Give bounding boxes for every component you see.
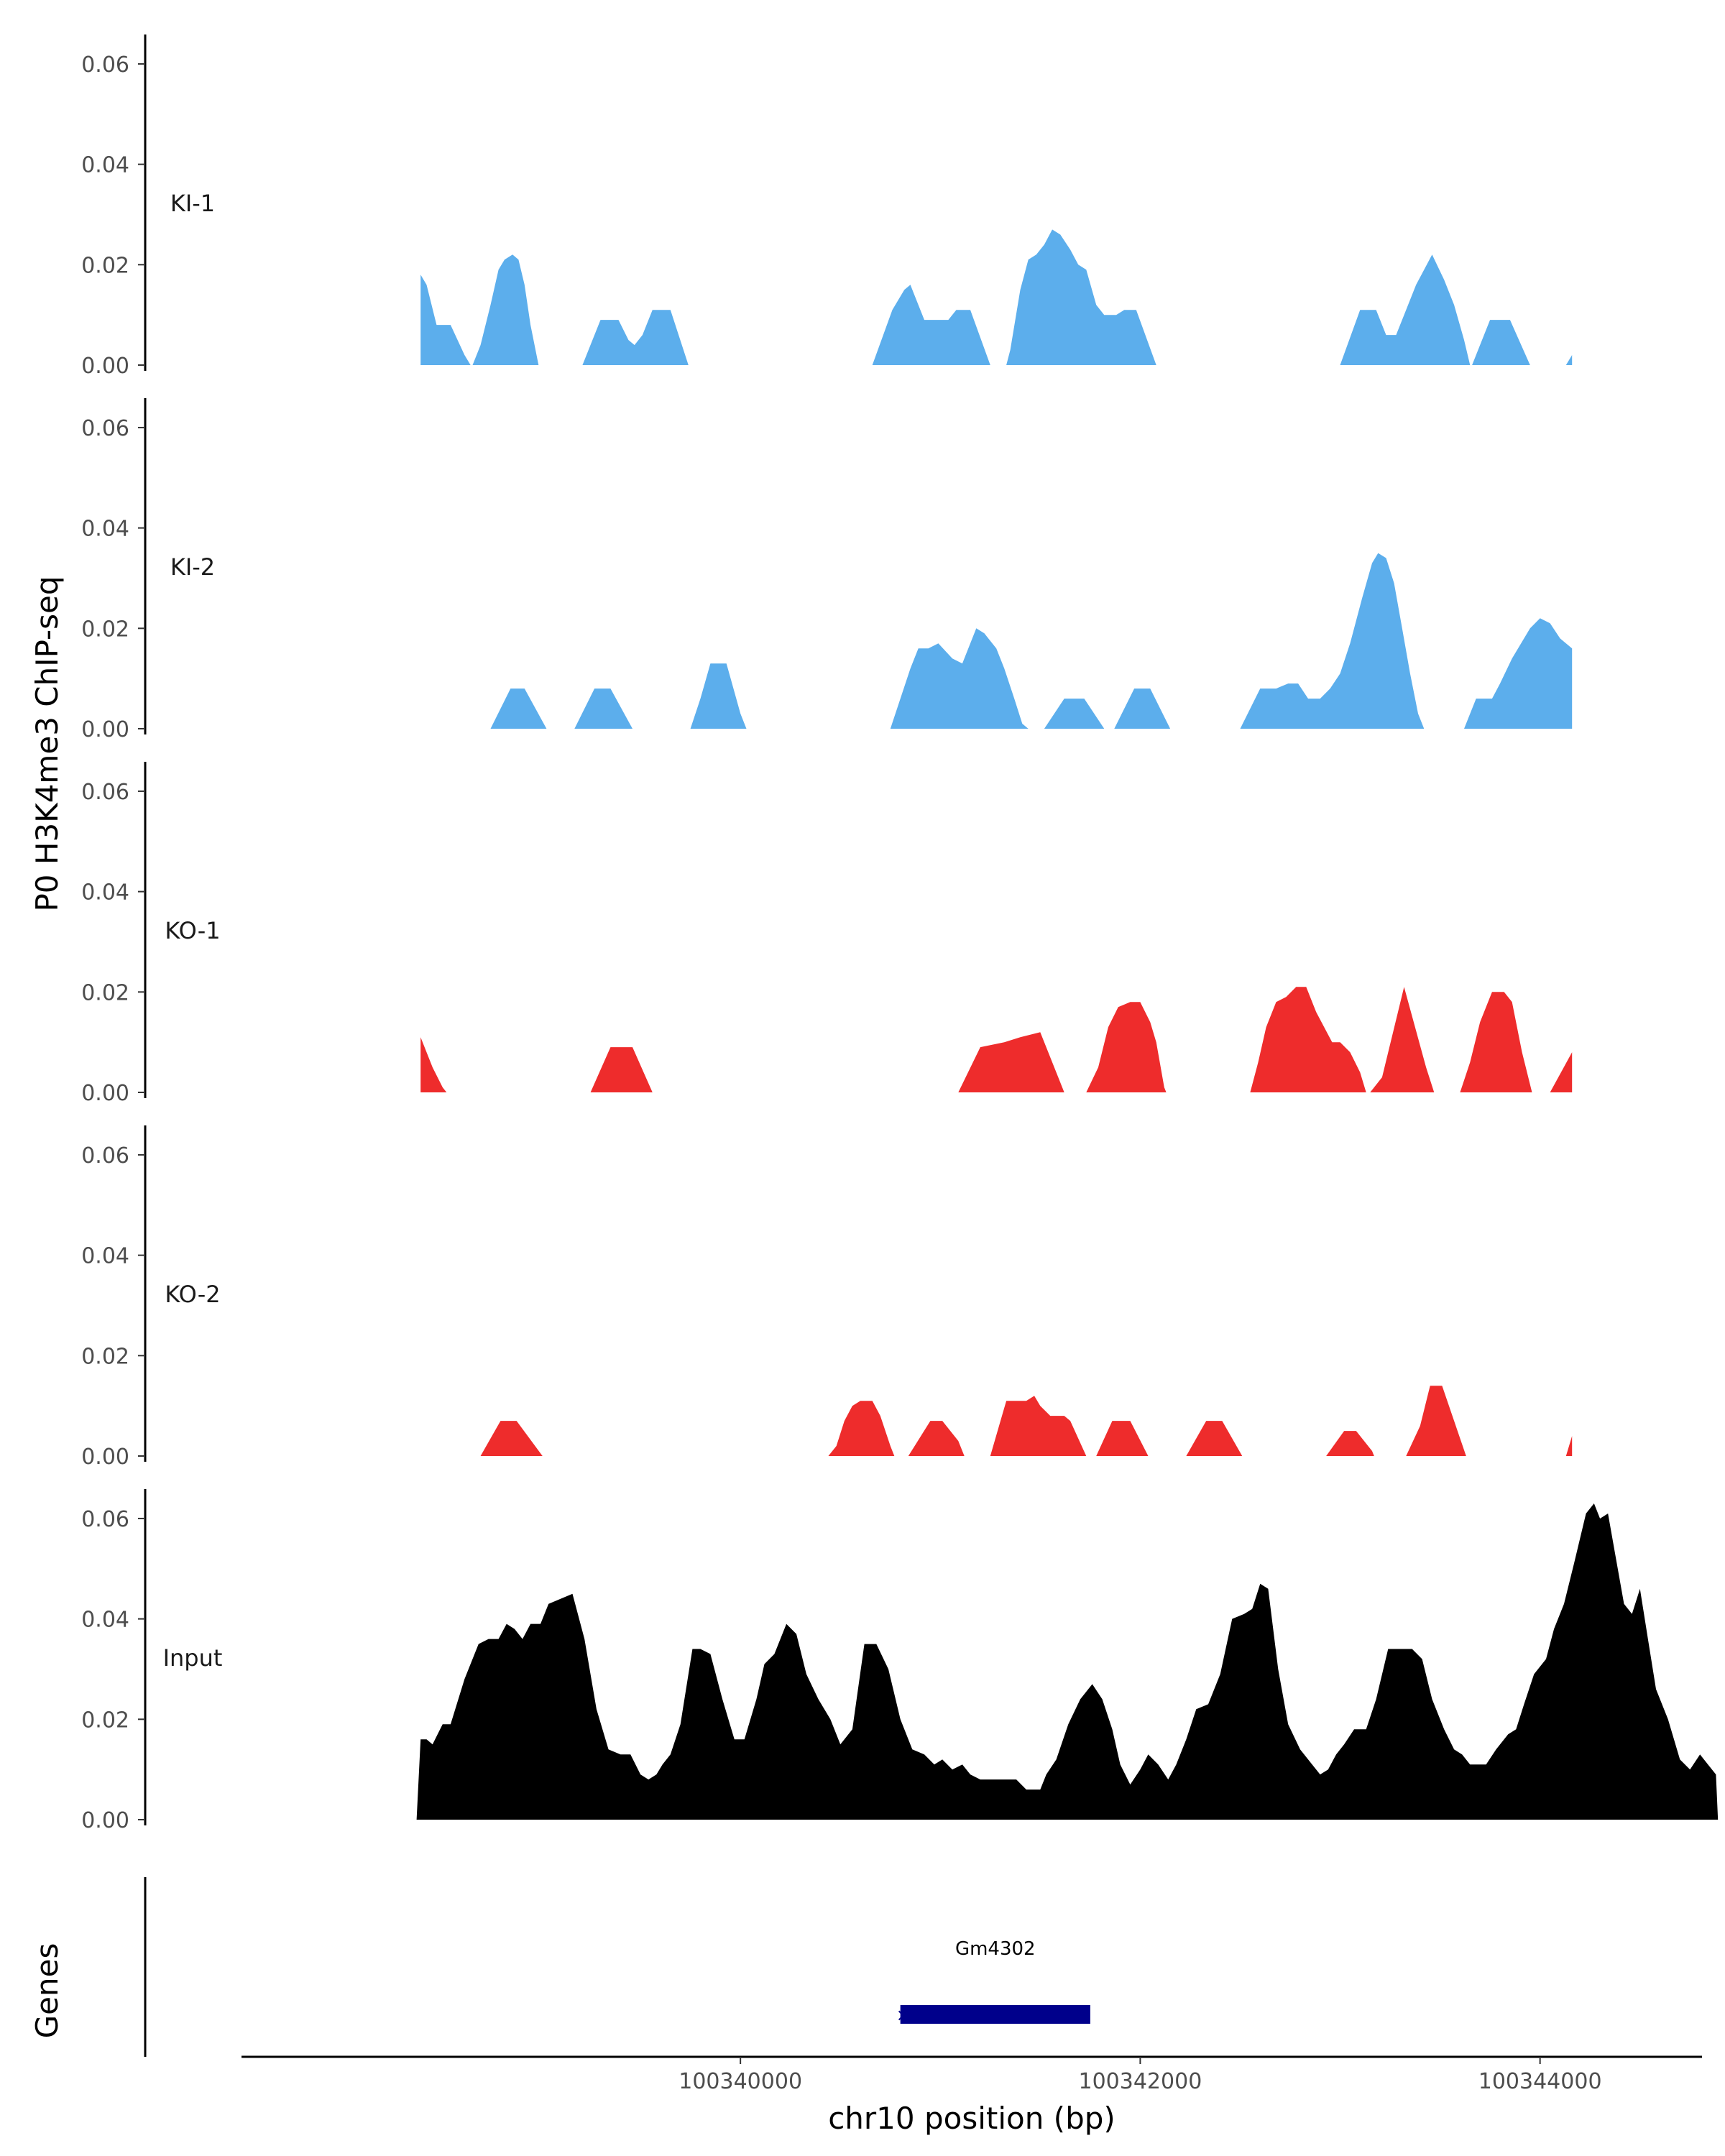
signal-area [416, 1503, 1719, 1820]
y-tick-label: 0.06 [81, 1507, 129, 1532]
signal-area [420, 987, 1573, 1092]
y-tick-label: 0.02 [81, 1708, 129, 1733]
tracks-group: 0.00 0.02 0.04 0.06 KI-1 0.00 0.02 0.04 0.06 KI-2… [81, 34, 1719, 1833]
y-tick-label: 0.06 [81, 780, 129, 805]
track-ki-2: 0.00 0.02 0.04 0.06 KI-2 [81, 398, 1573, 742]
track-ko-1: 0.00 0.02 0.04 0.06 KO-1 [81, 762, 1573, 1106]
track-label: Input [163, 1644, 223, 1672]
signal-area [490, 553, 1573, 729]
signal-area [480, 1386, 1573, 1456]
genes-panel: Genes × Gm4302 [29, 1877, 1090, 2057]
y-tick-label: 0.06 [81, 416, 129, 441]
y-tick-label: 0.04 [81, 1608, 129, 1633]
track-label: KO-2 [165, 1281, 220, 1308]
y-tick-label: 0.00 [81, 1808, 129, 1833]
track-label: KI-2 [170, 553, 215, 581]
x-tick-label: 100344000 [1478, 2069, 1602, 2094]
x-axis: chr10 position (bp) 100340000 100342000 10… [242, 2055, 1702, 2136]
track-label: KO-1 [165, 917, 220, 944]
y-tick-label: 0.02 [81, 1344, 129, 1369]
track-input: 0.00 0.02 0.04 0.06 Input [81, 1489, 1719, 1833]
y-tick-label: 0.04 [81, 517, 129, 542]
x-tick-label: 100342000 [1079, 2069, 1202, 2094]
y-tick-label: 0.06 [81, 52, 129, 78]
gene-strand-mark: × [896, 2005, 911, 2025]
x-tick-label: 100340000 [678, 2069, 802, 2094]
y-tick-label: 0.00 [81, 354, 129, 379]
signal-area [420, 229, 1573, 365]
y-axis-title: P0 H3K4me3 ChIP-seq [29, 576, 65, 911]
gene-body [900, 2005, 1090, 2024]
y-tick-label: 0.06 [81, 1143, 129, 1169]
y-tick-label: 0.04 [81, 1244, 129, 1269]
gene-label: Gm4302 [955, 1938, 1036, 1960]
y-tick-label: 0.00 [81, 1081, 129, 1106]
y-tick-label: 0.00 [81, 717, 129, 742]
y-tick-label: 0.04 [81, 153, 129, 178]
track-label: KI-1 [170, 190, 215, 217]
genes-axis-title: Genes [29, 1943, 65, 2039]
y-tick-label: 0.02 [81, 253, 129, 278]
track-ko-2: 0.00 0.02 0.04 0.06 KO-2 [81, 1125, 1573, 1470]
track-ki-1: 0.00 0.02 0.04 0.06 KI-1 [81, 34, 1573, 379]
y-tick-label: 0.04 [81, 880, 129, 906]
y-tick-label: 0.02 [81, 617, 129, 642]
x-axis-title: chr10 position (bp) [828, 2101, 1116, 2136]
y-tick-label: 0.00 [81, 1445, 129, 1470]
gene-gm4302: × Gm4302 [896, 1938, 1090, 2025]
y-tick-label: 0.02 [81, 980, 129, 1005]
